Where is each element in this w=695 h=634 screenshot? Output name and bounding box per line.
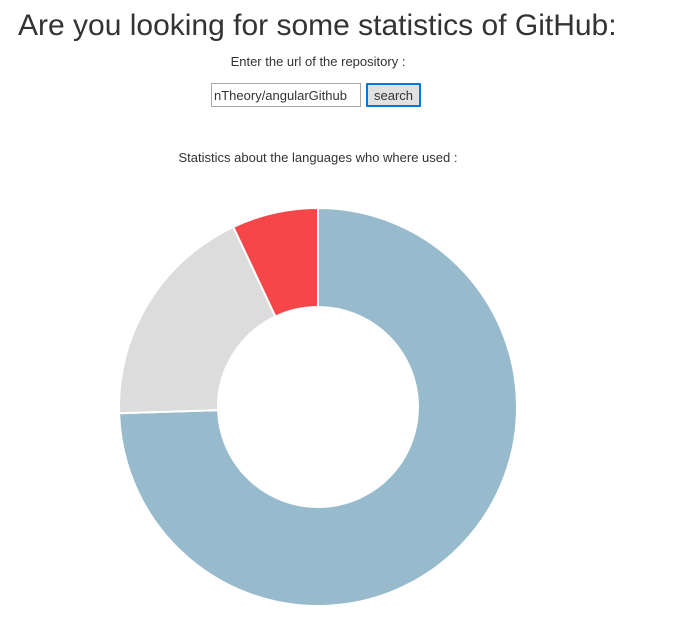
search-button[interactable]: search bbox=[366, 83, 422, 107]
donut-slice-1[interactable] bbox=[118, 206, 518, 607]
donut-slice-3[interactable] bbox=[231, 206, 319, 318]
repository-url-input[interactable] bbox=[211, 83, 361, 107]
chart-heading: Statistics about the languages who where… bbox=[178, 150, 458, 165]
page-title: Are you looking for some statistics of G… bbox=[18, 9, 617, 42]
url-label: Enter the url of the repository : bbox=[230, 54, 406, 69]
search-form: search bbox=[211, 83, 422, 107]
donut-slice-2[interactable] bbox=[118, 225, 277, 415]
